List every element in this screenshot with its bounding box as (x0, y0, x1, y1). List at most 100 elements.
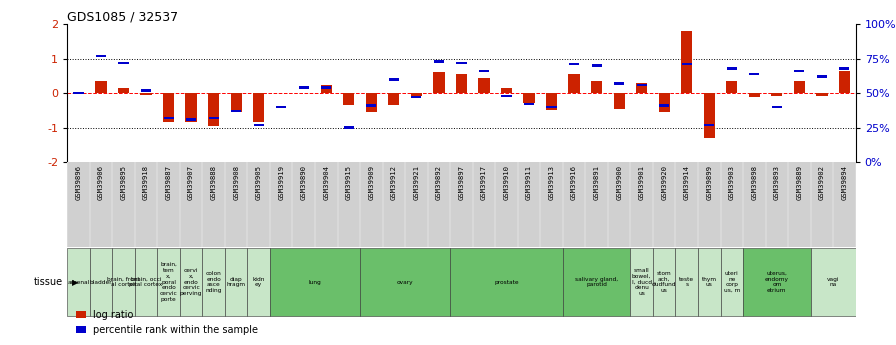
Text: brain,
tem
x,
poral
endo
cervic
porte: brain, tem x, poral endo cervic porte (159, 262, 177, 302)
Text: GSM39896: GSM39896 (75, 165, 82, 200)
Bar (366, 104, 376, 107)
Text: GSM39912: GSM39912 (391, 165, 397, 200)
Bar (141, 93, 151, 95)
Bar (253, 93, 264, 122)
Bar (411, 96, 421, 98)
Bar (112, 248, 134, 316)
Bar (569, 63, 579, 66)
Text: GSM39887: GSM39887 (166, 165, 171, 200)
Bar (546, 93, 557, 110)
Text: kidn
ey: kidn ey (253, 277, 265, 287)
Bar (703, 93, 715, 138)
Text: GSM39910: GSM39910 (504, 165, 510, 200)
Bar (749, 72, 760, 75)
Text: GSM39904: GSM39904 (323, 165, 329, 200)
Text: GDS1085 / 32537: GDS1085 / 32537 (67, 10, 178, 23)
Bar (653, 248, 676, 316)
Text: GSM39903: GSM39903 (728, 165, 735, 200)
Bar (698, 248, 720, 316)
Text: GSM39909: GSM39909 (368, 165, 375, 200)
Bar (659, 104, 669, 107)
Bar (434, 60, 444, 63)
Bar (231, 110, 241, 112)
Bar (681, 31, 693, 93)
Text: small
bowel,
I, ducd
denu
us: small bowel, I, ducd denu us (632, 268, 651, 296)
Text: GSM39914: GSM39914 (684, 165, 690, 200)
Bar (840, 67, 849, 69)
Text: GSM39905: GSM39905 (255, 165, 262, 200)
Bar (591, 81, 602, 93)
Bar (523, 93, 535, 104)
Text: GSM39919: GSM39919 (279, 165, 284, 200)
Text: GSM39898: GSM39898 (752, 165, 757, 200)
Bar (186, 118, 196, 120)
Bar (90, 248, 112, 316)
Bar (794, 81, 805, 93)
Text: GSM39911: GSM39911 (526, 165, 532, 200)
Bar (478, 78, 489, 93)
Text: lung: lung (308, 279, 322, 285)
Bar (360, 248, 450, 316)
Bar (247, 248, 270, 316)
Bar (270, 248, 360, 316)
Bar (410, 93, 422, 96)
Text: diap
hragm: diap hragm (227, 277, 246, 287)
Bar (450, 248, 563, 316)
Bar (321, 86, 332, 89)
Bar (659, 93, 670, 112)
Bar (344, 126, 354, 129)
Bar (254, 124, 263, 126)
Bar (743, 248, 811, 316)
Text: bladder: bladder (90, 279, 112, 285)
Bar (811, 248, 856, 316)
Bar (771, 93, 782, 96)
Bar (389, 78, 399, 81)
Bar (180, 248, 202, 316)
Text: GSM39901: GSM39901 (639, 165, 644, 200)
Bar (676, 248, 698, 316)
Text: GSM39895: GSM39895 (121, 165, 126, 200)
Text: cervi
x,
endo
cervic
perving: cervi x, endo cervic perving (180, 268, 202, 296)
Bar (631, 248, 653, 316)
Bar (636, 83, 647, 86)
Bar (209, 117, 219, 119)
Bar (434, 72, 444, 93)
Text: GSM39917: GSM39917 (481, 165, 487, 200)
Bar (501, 88, 513, 93)
Text: GSM39900: GSM39900 (616, 165, 622, 200)
Text: GSM39916: GSM39916 (571, 165, 577, 200)
Bar (96, 55, 106, 57)
Text: GSM39906: GSM39906 (98, 165, 104, 200)
Bar (817, 75, 827, 78)
Bar (727, 67, 737, 69)
Text: GSM39897: GSM39897 (459, 165, 464, 200)
Text: adrenal: adrenal (67, 279, 90, 285)
Text: salivary gland,
parotid: salivary gland, parotid (575, 277, 618, 287)
Bar (726, 81, 737, 93)
Bar (95, 81, 107, 93)
Bar (298, 86, 309, 89)
Text: GSM39913: GSM39913 (548, 165, 555, 200)
Text: brain, occi
pital cortex: brain, occi pital cortex (129, 277, 163, 287)
Bar (67, 248, 90, 316)
Bar (839, 71, 850, 93)
Bar (749, 93, 760, 97)
Text: GSM39915: GSM39915 (346, 165, 352, 200)
Bar (456, 61, 467, 64)
Text: GSM39902: GSM39902 (819, 165, 825, 200)
Bar (208, 93, 220, 126)
Text: tissue: tissue (33, 277, 63, 287)
Bar (321, 85, 332, 93)
Text: GSM39893: GSM39893 (774, 165, 780, 200)
Text: GSM39889: GSM39889 (797, 165, 802, 200)
Bar (230, 93, 242, 112)
Text: uteri
ne
corp
us, m: uteri ne corp us, m (724, 271, 740, 293)
Bar (158, 248, 180, 316)
Bar (591, 64, 602, 67)
Text: GSM39918: GSM39918 (143, 165, 149, 200)
Bar (163, 93, 174, 122)
Bar (73, 92, 83, 94)
Text: stom
ach,
dudfund
us: stom ach, dudfund us (652, 271, 676, 293)
Text: ovary: ovary (397, 279, 413, 285)
Bar (225, 248, 247, 316)
